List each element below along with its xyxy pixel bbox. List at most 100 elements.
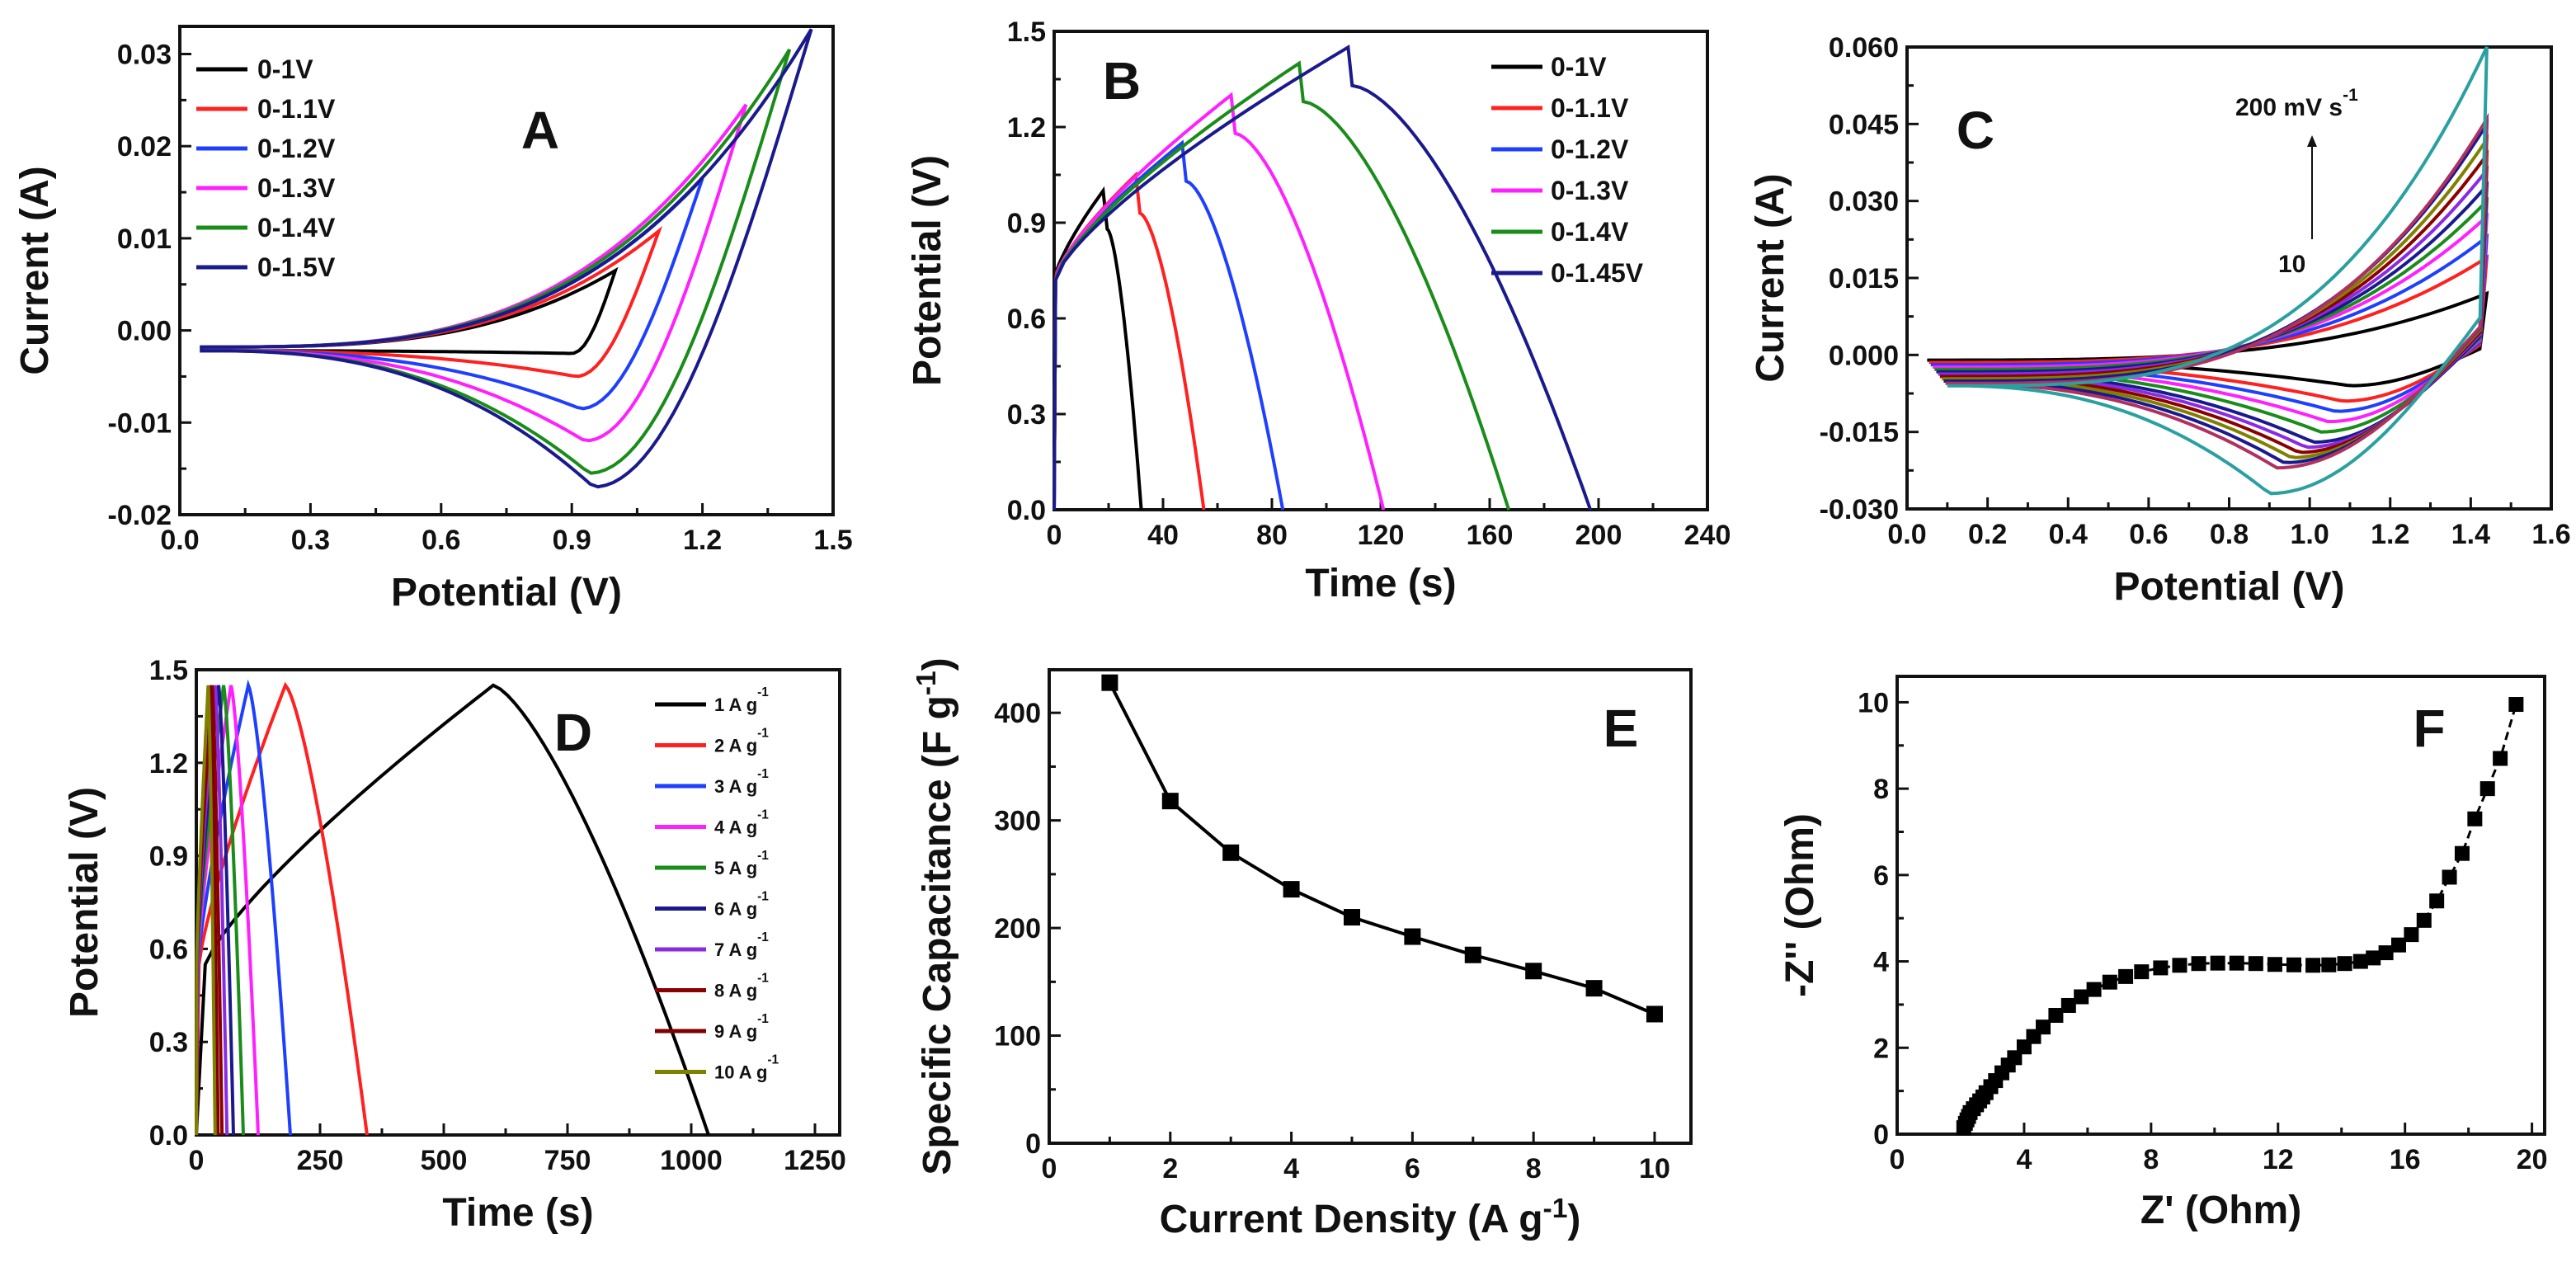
legend-label-A: 0-1.5V bbox=[257, 252, 336, 282]
y-tick-label-E: 200 bbox=[994, 913, 1041, 944]
y-tick-label-F: 0 bbox=[1873, 1119, 1889, 1151]
y-tick-label-A: -0.02 bbox=[108, 500, 172, 531]
data-point-E bbox=[1646, 1005, 1663, 1023]
y-tick-label-E: 0 bbox=[1025, 1128, 1041, 1160]
panel-C: 0.0 0.2 0.4 0.6 0.8 1.0 1.2 1.4 1.6 -0.030 -0.015 0… bbox=[1749, 32, 2571, 609]
y-tick-label-F: 10 bbox=[1858, 687, 1889, 718]
x-tick-label-E: 2 bbox=[1162, 1153, 1178, 1184]
data-point-E bbox=[1343, 909, 1360, 926]
y-tick-label-A: 0.02 bbox=[117, 131, 172, 162]
y-tick-label-C: 0.030 bbox=[1829, 186, 1899, 218]
y-tick-label-C: 0.000 bbox=[1829, 340, 1899, 371]
x-tick-label-F: 16 bbox=[2390, 1144, 2421, 1175]
nyquist-line-F bbox=[1962, 704, 2517, 1128]
x-tick-label-C: 0.4 bbox=[2049, 519, 2088, 550]
y-axis-label-C: Current (A) bbox=[1749, 173, 1792, 382]
cv-curve-C bbox=[1933, 212, 2489, 423]
cv-curve-A bbox=[200, 266, 619, 356]
x-tick-label-B: 160 bbox=[1467, 520, 1514, 551]
x-tick-label-B: 120 bbox=[1358, 520, 1405, 551]
y-tick-label-D: 0.3 bbox=[149, 1027, 188, 1058]
legend-label-D: 1 A g-1 bbox=[714, 685, 769, 715]
legend-label-B: 0-1.2V bbox=[1551, 134, 1629, 164]
data-point-F bbox=[2479, 781, 2495, 797]
y-tick-label-B: 0.3 bbox=[1007, 399, 1046, 431]
data-point-E bbox=[1283, 881, 1300, 898]
legend-label-D-sup: -1 bbox=[757, 930, 769, 944]
legend-label-B: 0-1.1V bbox=[1551, 93, 1629, 123]
annotation-top-C: 200 mV s-1 bbox=[2235, 86, 2358, 121]
x-tick-label-A: 0.9 bbox=[553, 525, 591, 556]
data-point-F bbox=[2229, 955, 2244, 971]
data-point-E bbox=[1404, 928, 1421, 945]
legend-label-D-sup: -1 bbox=[757, 685, 769, 699]
data-point-F bbox=[2378, 945, 2394, 961]
x-tick-label-B: 40 bbox=[1147, 520, 1179, 551]
x-axis-label-F: Z' (Ohm) bbox=[2140, 1189, 2301, 1232]
data-point-F bbox=[2352, 954, 2368, 969]
y-axis-label-E-sup: -1 bbox=[911, 671, 942, 695]
panel-A: 0.0 0.3 0.6 0.9 1.2 1.5 -0.02 -0.01 0.00 0.01 0.02… bbox=[13, 25, 853, 615]
y-tick-label-D: 1.2 bbox=[149, 748, 188, 779]
x-tick-label-C: 0.2 bbox=[1968, 519, 2007, 550]
data-point-F bbox=[2286, 957, 2302, 972]
y-tick-label-A: -0.01 bbox=[108, 407, 172, 439]
y-tick-label-B: 0.9 bbox=[1007, 208, 1046, 239]
data-point-F bbox=[2118, 968, 2134, 984]
data-point-F bbox=[2467, 811, 2483, 826]
y-tick-label-F: 2 bbox=[1873, 1033, 1889, 1064]
annotation-arrowhead-C bbox=[2307, 135, 2317, 147]
y-tick-label-E: 400 bbox=[994, 698, 1041, 729]
y-tick-label-B: 0.0 bbox=[1007, 495, 1046, 526]
data-point-F bbox=[2191, 956, 2206, 972]
y-axis-label-F: -Z'' (Ohm) bbox=[1778, 813, 1822, 997]
data-point-F bbox=[2048, 1008, 2064, 1024]
y-axis-label-A: Current (A) bbox=[13, 166, 57, 374]
data-point-F bbox=[2366, 950, 2381, 966]
panel-label-E: E bbox=[1604, 699, 1639, 758]
y-tick-label-F: 4 bbox=[1873, 947, 1889, 978]
data-point-F bbox=[2060, 997, 2076, 1013]
y-tick-label-C: -0.030 bbox=[1820, 494, 1899, 525]
x-tick-label-C: 1.6 bbox=[2531, 519, 2570, 550]
x-tick-label-F: 8 bbox=[2143, 1144, 2159, 1175]
data-point-F bbox=[2074, 989, 2089, 1005]
y-tick-label-B: 1.5 bbox=[1007, 16, 1046, 48]
x-tick-label-B: 240 bbox=[1684, 520, 1731, 551]
data-point-F bbox=[2404, 927, 2419, 943]
data-point-E bbox=[1222, 844, 1240, 861]
x-axis-label-C: Potential (V) bbox=[2113, 565, 2344, 609]
legend-label-B: 0-1V bbox=[1551, 52, 1607, 82]
gcd-curve-B bbox=[1053, 44, 1592, 511]
panel-label-A: A bbox=[521, 101, 559, 160]
data-point-F bbox=[2305, 958, 2321, 973]
data-point-F bbox=[2390, 937, 2406, 953]
x-axis-label-A: Potential (V) bbox=[391, 571, 622, 615]
x-tick-label-C: 0.8 bbox=[2210, 519, 2249, 550]
y-tick-label-D: 0.6 bbox=[149, 934, 188, 965]
y-tick-label-B: 0.6 bbox=[1007, 304, 1046, 335]
x-tick-label-D: 0 bbox=[189, 1145, 205, 1176]
legend-label-A: 0-1V bbox=[257, 54, 313, 84]
data-point-F bbox=[2508, 697, 2524, 713]
gcd-curve-B bbox=[1053, 171, 1206, 511]
legend-label-A: 0-1.2V bbox=[257, 134, 336, 163]
x-tick-label-A: 1.5 bbox=[813, 525, 852, 556]
gcd-curve-D bbox=[195, 683, 710, 1136]
x-tick-label-D: 1000 bbox=[660, 1145, 723, 1176]
cv-curve-C bbox=[1947, 46, 2489, 496]
x-tick-label-D: 750 bbox=[544, 1145, 591, 1176]
x-axis-label-E-sup: -1 bbox=[1543, 1194, 1568, 1224]
data-point-F bbox=[2036, 1019, 2051, 1035]
y-tick-label-B: 1.2 bbox=[1007, 112, 1046, 144]
data-point-E bbox=[1464, 946, 1481, 963]
x-tick-label-A: 0.3 bbox=[291, 525, 330, 556]
legend-label-B: 0-1.45V bbox=[1551, 258, 1644, 288]
x-tick-label-D: 500 bbox=[421, 1145, 468, 1176]
y-tick-label-C: 0.045 bbox=[1829, 109, 1899, 140]
data-point-F bbox=[2454, 845, 2470, 861]
data-point-F bbox=[2429, 893, 2445, 909]
legend-label-D: 6 A g-1 bbox=[714, 890, 769, 920]
legend-label-D-sup: -1 bbox=[757, 767, 769, 781]
